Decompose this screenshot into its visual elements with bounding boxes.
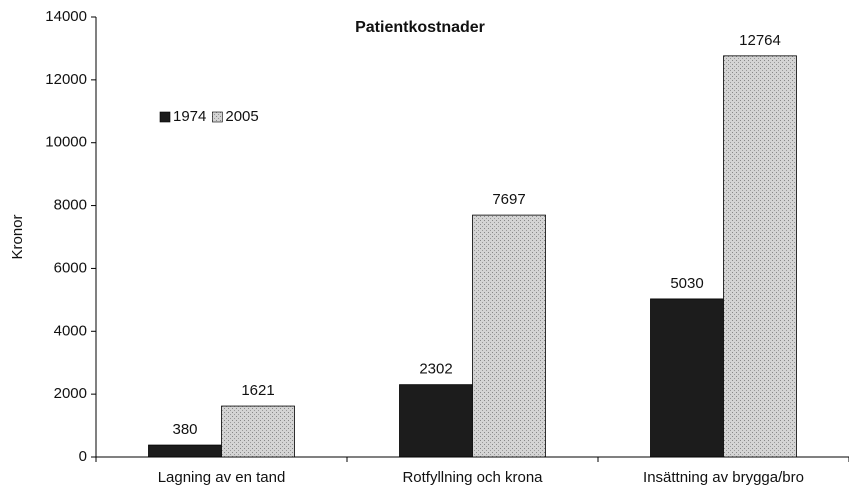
x-tick-label: Lagning av en tand [158, 469, 286, 486]
y-tick-label: 6000 [54, 259, 87, 276]
y-tick-label: 14000 [45, 8, 87, 25]
data-label: 7697 [492, 191, 525, 208]
data-label: 5030 [670, 275, 703, 292]
data-label: 1621 [241, 382, 274, 399]
legend-swatch [212, 111, 223, 123]
legend-swatch [159, 111, 171, 123]
data-label: 380 [172, 421, 197, 438]
legend-label: 1974 [173, 108, 206, 125]
bar [148, 444, 222, 458]
y-tick-label: 8000 [54, 197, 87, 214]
x-tick-label: Insättning av brygga/bro [643, 469, 804, 486]
y-tick-label: 2000 [54, 385, 87, 402]
y-tick-label: 12000 [45, 71, 87, 88]
y-tick-label: 4000 [54, 322, 87, 339]
chart-title: Patientkostnader [355, 19, 485, 36]
y-tick-label: 0 [79, 448, 87, 465]
bar [399, 384, 473, 458]
bar [650, 298, 724, 458]
data-label: 12764 [739, 32, 781, 49]
legend-label: 2005 [225, 108, 258, 125]
bar [221, 405, 295, 458]
y-tick-label: 10000 [45, 134, 87, 151]
x-tick-label: Rotfyllning och krona [402, 469, 543, 486]
bar [723, 55, 797, 458]
bar [472, 214, 546, 458]
data-label: 2302 [419, 361, 452, 378]
y-axis-label: Kronor [9, 214, 26, 259]
